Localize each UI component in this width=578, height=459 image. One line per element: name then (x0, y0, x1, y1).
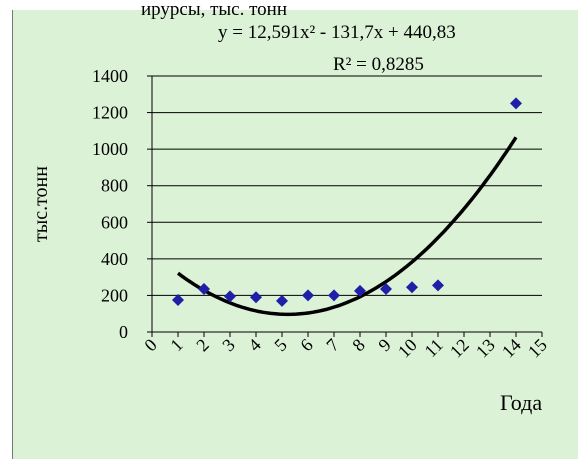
data-point (224, 290, 236, 303)
cut-off-caption: ирурсы, тыс. тонн (141, 0, 288, 20)
x-tick-label: 12 (446, 335, 473, 362)
y-tick-label: 1400 (92, 66, 128, 86)
x-tick-label: 6 (296, 335, 317, 356)
data-point (276, 294, 288, 307)
x-tick-label: 3 (218, 335, 239, 356)
x-tick-label: 8 (348, 335, 369, 356)
data-point (172, 294, 184, 306)
x-tick-label: 5 (270, 335, 291, 356)
y-tick-label: 200 (101, 285, 128, 305)
y-tick-label: 600 (101, 212, 128, 232)
data-point (354, 284, 366, 297)
data-point (406, 281, 418, 294)
x-tick-label: 10 (394, 335, 421, 362)
data-point (328, 289, 340, 302)
x-tick-label: 9 (374, 335, 395, 356)
data-point (432, 279, 444, 292)
x-tick-label: 11 (420, 335, 446, 361)
x-tick-label: 14 (498, 335, 525, 362)
x-tick-label: 4 (244, 335, 265, 356)
x-tick-label: 15 (524, 335, 551, 362)
trendline-equation: y = 12,591x² - 131,7x + 440,83 (218, 22, 456, 43)
y-tick-label: 800 (101, 176, 128, 196)
trendline (176, 136, 518, 317)
chart-area: ирурсы, тыс. тонн y = 12,591x² - 131,7x … (12, 0, 578, 459)
x-tick-label: 1 (166, 335, 187, 356)
data-point (510, 97, 522, 110)
x-axis-title: Года (500, 390, 542, 415)
data-point (302, 289, 314, 302)
y-tick-label: 400 (101, 249, 128, 269)
x-tick-label: 2 (192, 335, 213, 356)
data-point (380, 283, 392, 296)
y-tick-label: 0 (119, 322, 128, 342)
y-tick-label: 1000 (92, 139, 128, 159)
y-tick-label: 1200 (92, 103, 128, 123)
r-squared-label: R² = 0,8285 (333, 54, 424, 75)
x-tick-label: 13 (472, 335, 499, 362)
x-tick-label: 0 (140, 335, 161, 356)
y-axis-title: тыс.тонн (30, 166, 52, 242)
data-point (250, 291, 262, 304)
x-tick-label: 7 (322, 335, 343, 356)
data-point (198, 283, 210, 296)
